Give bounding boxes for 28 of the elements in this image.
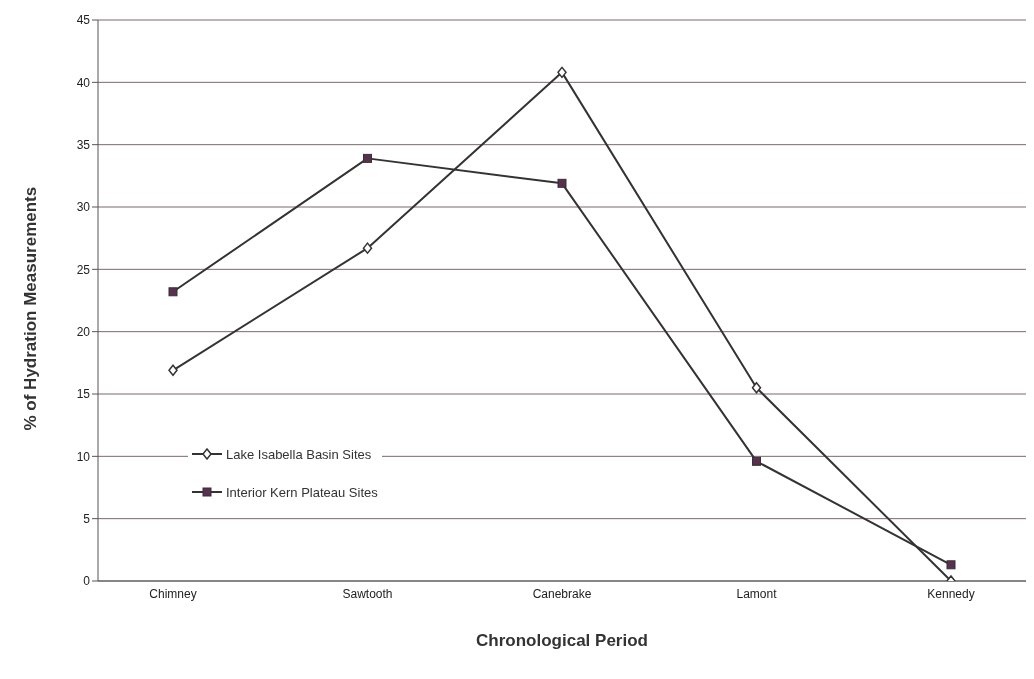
y-tick-label: 10 [76,449,91,464]
point [752,456,761,466]
x-tick-label: Kennedy [927,586,975,601]
legend-label: Interior Kern Plateau Sites [226,484,378,500]
point [751,382,762,394]
x-tick-label: Sawtooth [342,586,393,601]
y-tick-label: 5 [83,511,91,526]
y-tick-label: 0 [83,574,91,589]
point [557,66,567,79]
point [362,242,373,254]
x-tick-label: Chimney [149,586,197,601]
y-tick-label: 30 [76,200,91,215]
y-tick-label: 35 [76,137,91,152]
legend-label: Lake Isabella Basin Sites [226,446,372,462]
y-tick-label: 25 [76,262,91,277]
x-axis-title: Chronological Period [476,631,648,650]
point [363,153,372,163]
point [946,560,956,570]
point [557,178,567,188]
x-tick-label: Canebrake [532,586,592,601]
x-tick-label: Lamont [736,586,778,601]
y-tick-label: 40 [76,75,91,90]
y-tick-label: 45 [76,13,91,28]
y-tick-label: 15 [76,387,91,402]
point [168,364,178,377]
y-tick-label: 20 [76,324,91,339]
point [168,287,178,297]
y-axis-title: % of Hydration Measurements [21,186,41,431]
